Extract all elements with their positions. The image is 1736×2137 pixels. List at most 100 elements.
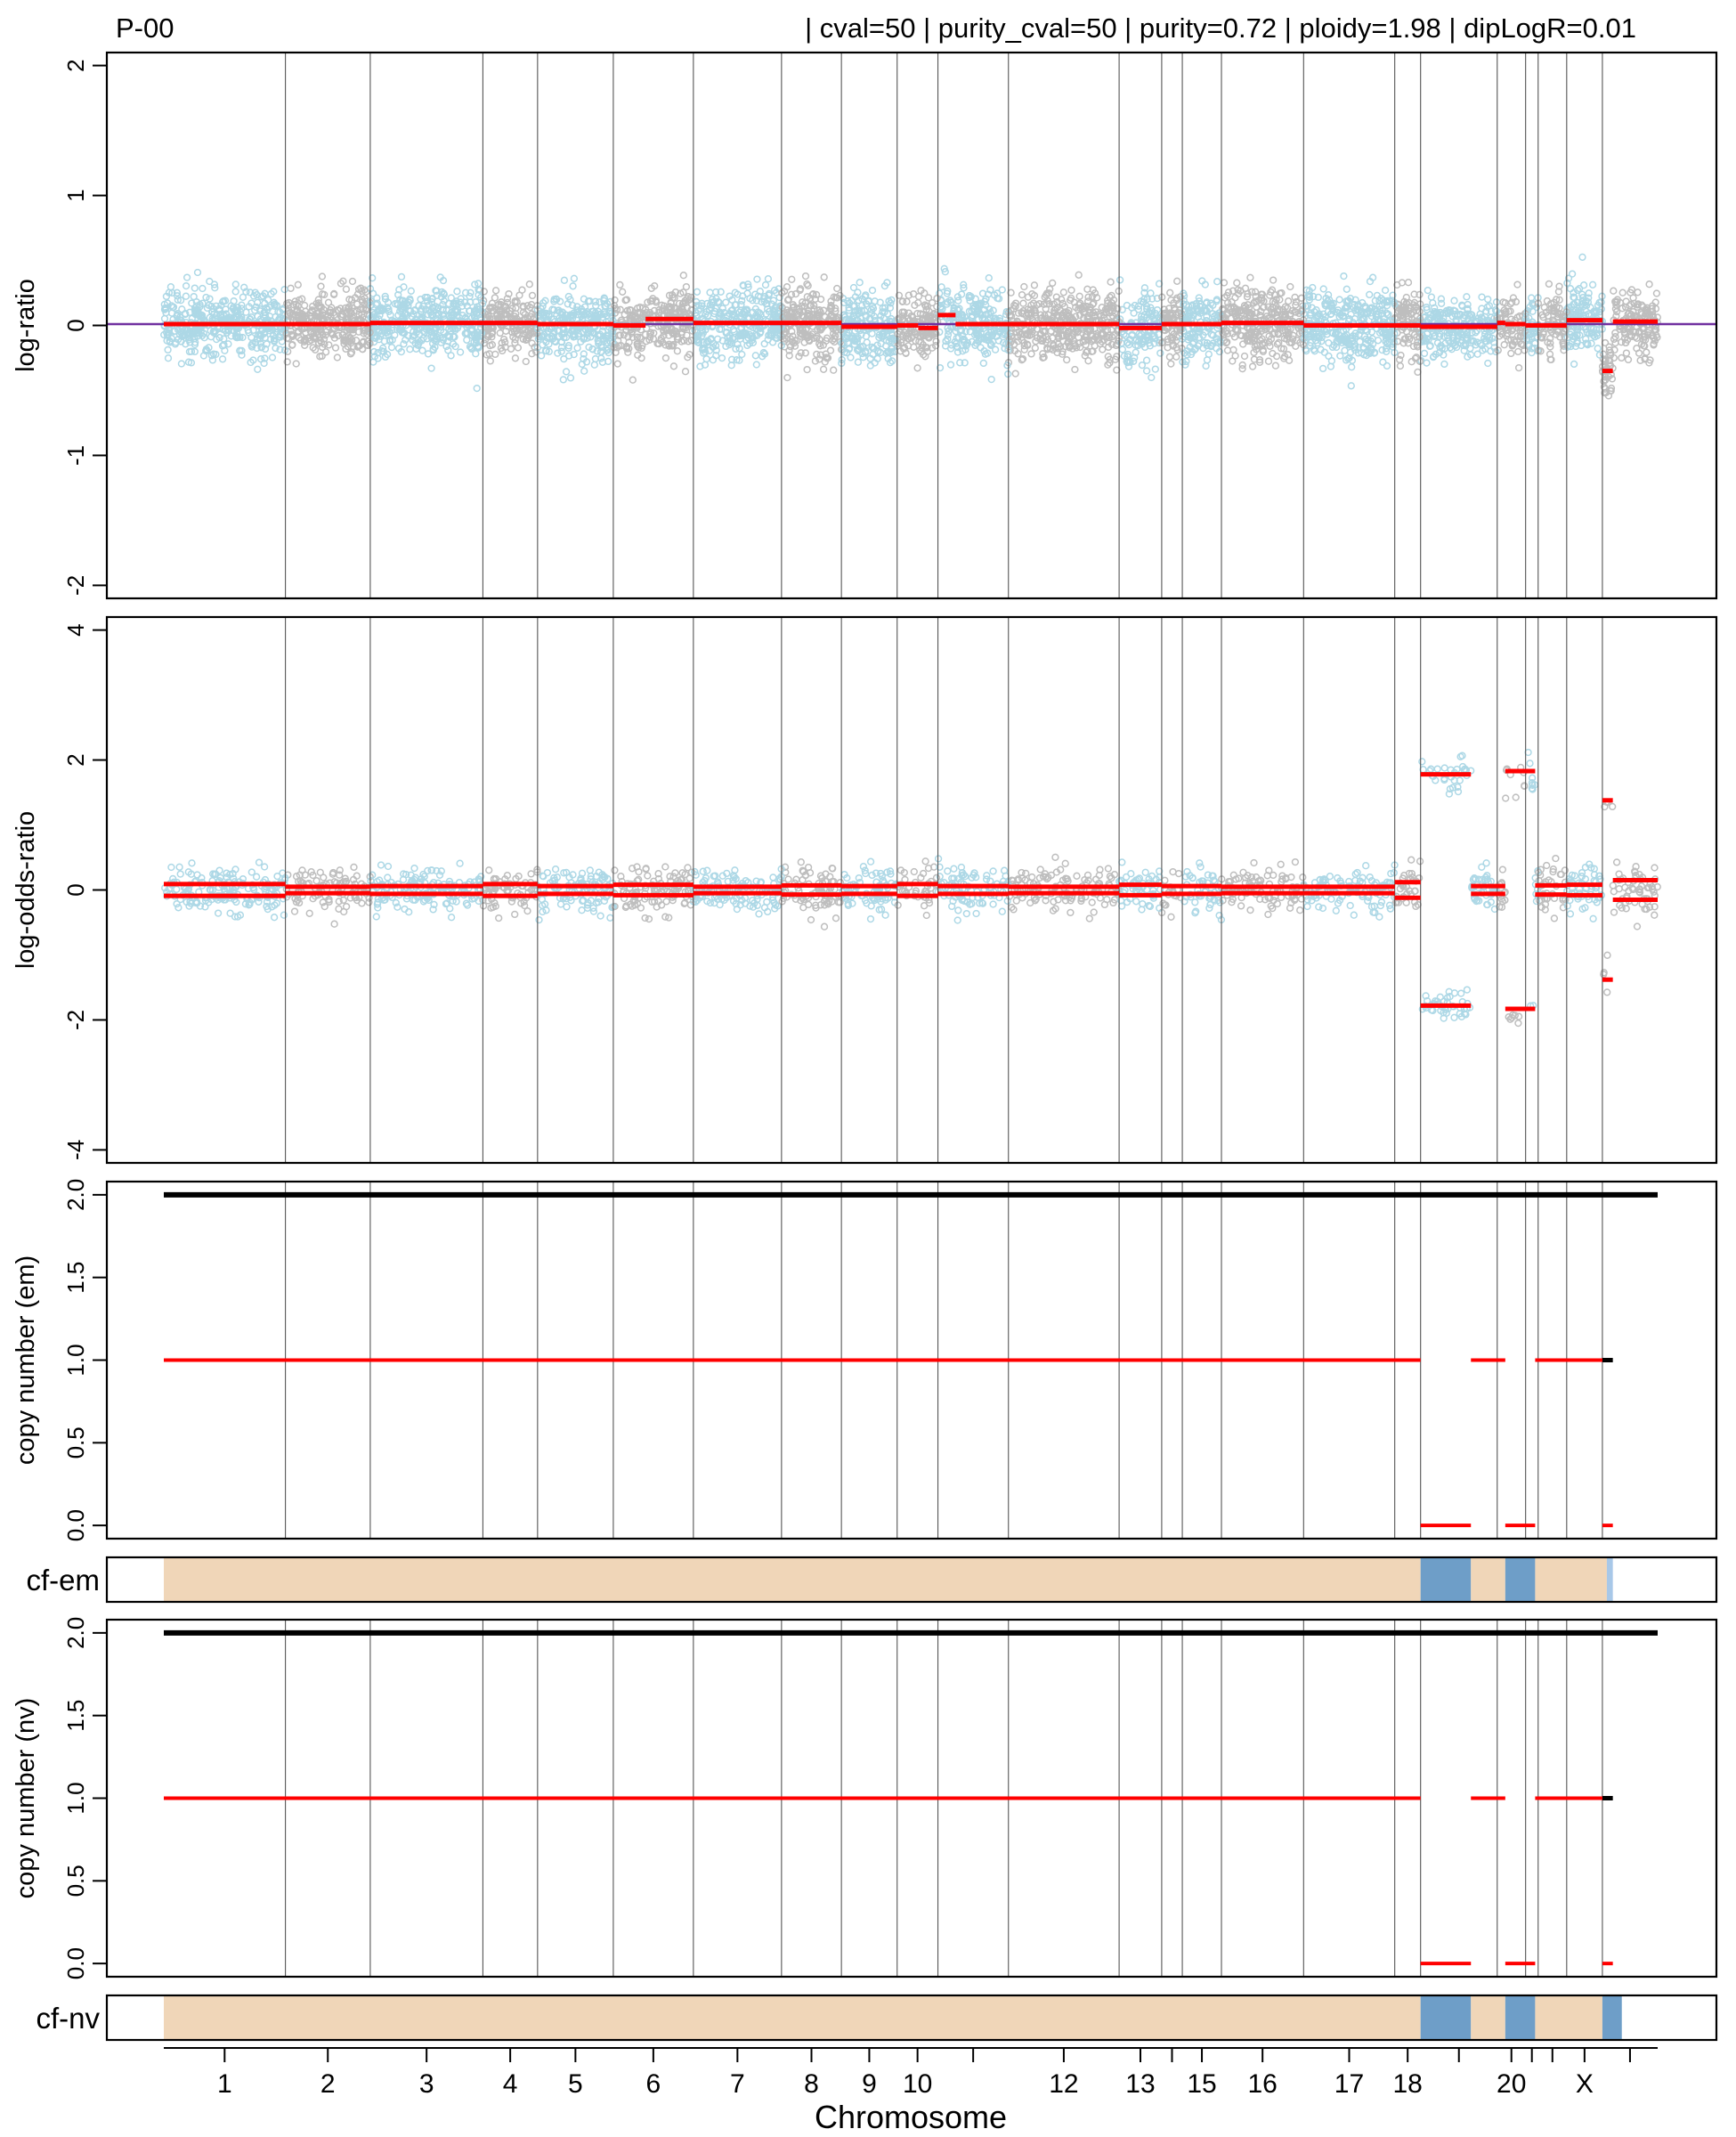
logR-data-point (453, 288, 461, 296)
logR-data-point (491, 287, 500, 295)
logR-data-point (466, 288, 475, 297)
logR-data-point (325, 341, 333, 349)
logR-data-point (1233, 279, 1241, 287)
logR-data-point (868, 286, 877, 295)
logR-data-point (759, 348, 767, 357)
logR-data-point (1579, 281, 1588, 289)
logR-data-point (1150, 339, 1158, 347)
logR-data-point (317, 282, 325, 290)
logR-data-point (1203, 356, 1212, 364)
logR-data-point (280, 285, 288, 294)
logR-data-point (522, 357, 530, 366)
logR-data-point (732, 345, 740, 353)
logR-data-point (1463, 293, 1471, 301)
logR-data-point (200, 334, 208, 342)
logR-data-point (272, 344, 280, 353)
logR-data-point (1652, 289, 1661, 297)
logR-data-point (1269, 276, 1278, 284)
logR-data-point (242, 308, 250, 316)
logR-data-point (1464, 310, 1472, 318)
logR-data-point (473, 384, 481, 393)
logR-data-point (1595, 351, 1604, 359)
logR-data-point (557, 347, 565, 355)
logR-data-point (566, 374, 575, 382)
logR-data-point (1356, 337, 1364, 345)
logR-data-point (1134, 305, 1143, 313)
logR-data-point (752, 361, 760, 369)
logR-data-point (1383, 347, 1391, 355)
logR-data-point (669, 362, 678, 370)
logR-data-point (1049, 279, 1057, 288)
logR-data-point (1513, 280, 1521, 288)
logR-data-point (418, 346, 426, 354)
logR-data-point (1441, 339, 1449, 347)
logR-data-point (801, 349, 809, 357)
logR-data-point (525, 280, 533, 288)
logR-ytick-label: 2 (62, 59, 89, 71)
logR-data-point (300, 301, 309, 310)
logR-data-point (1090, 299, 1098, 307)
logR-data-point (979, 359, 987, 368)
logR-data-point (954, 297, 962, 305)
logR-data-point (1019, 299, 1027, 307)
logR-data-point (177, 360, 186, 368)
logR-data-point (160, 314, 169, 323)
logR-data-point (264, 296, 272, 304)
logR-data-point (1545, 280, 1553, 288)
logR-data-point (590, 361, 598, 369)
logR-ytick-label: -1 (62, 445, 89, 466)
logR-data-point (1173, 277, 1181, 285)
logR-data-point (619, 288, 627, 296)
logR-data-point (1153, 305, 1162, 314)
logR-data-point (193, 268, 202, 277)
logR-data-point (759, 295, 768, 303)
logR-data-point (801, 272, 810, 280)
logR-data-point (1634, 288, 1642, 297)
logR-data-point (1424, 286, 1432, 295)
logR-data-point (580, 367, 588, 375)
logR-data-point (730, 328, 738, 336)
logR-data-point (1427, 293, 1436, 301)
logR-data-point (616, 280, 624, 289)
logR-data-point (238, 301, 246, 309)
logR-data-point (1621, 338, 1630, 347)
logR-data-point (1641, 336, 1650, 344)
logR-data-point (1213, 278, 1221, 286)
logR-data-point (463, 336, 471, 344)
logR-data-point (838, 355, 846, 364)
logR-data-point (813, 350, 821, 359)
logR-data-point (659, 338, 667, 346)
logR-data-point (900, 308, 908, 316)
logR-data-point (406, 345, 414, 353)
logR-data-point (362, 297, 370, 305)
logR-data-point (501, 338, 509, 346)
logR-data-point (1140, 295, 1148, 304)
logR-data-point (497, 344, 506, 353)
logR-data-point (785, 346, 793, 354)
logR-data-point (1340, 272, 1348, 280)
logR-data-point (421, 293, 429, 302)
logR-data-point (814, 325, 822, 333)
logR-data-point (1637, 340, 1646, 348)
logR-data-point (761, 280, 770, 289)
logR-data-point (944, 330, 953, 339)
logR-data-point (1407, 358, 1416, 366)
logR-data-point (570, 274, 579, 282)
logR-data-point (854, 358, 863, 366)
logR-data-point (1430, 353, 1438, 361)
logR-data-point (1585, 289, 1593, 297)
logR-data-point (1414, 368, 1422, 377)
logR-data-point (1325, 352, 1333, 361)
logR-data-point (1042, 300, 1051, 308)
logR-data-point (1389, 291, 1397, 299)
logR-data-point (826, 346, 835, 354)
logR-data-point (491, 350, 499, 359)
logR-data-point (738, 297, 746, 305)
logR-data-point (164, 354, 173, 362)
logR-data-point (753, 275, 761, 283)
logR-data-point (1167, 360, 1175, 368)
logR-data-point (1113, 366, 1121, 374)
logR-data-point (268, 353, 277, 362)
logR-data-point (1325, 338, 1333, 347)
logR-data-point (528, 291, 537, 300)
